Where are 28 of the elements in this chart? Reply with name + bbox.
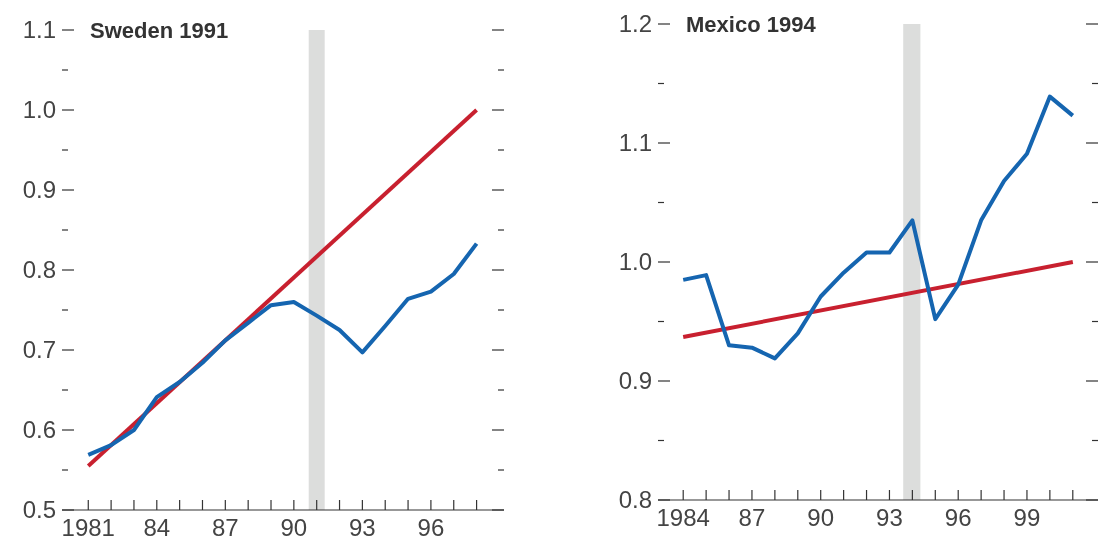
x-tick-label: 96 xyxy=(417,514,445,541)
y-tick-label: 1.2 xyxy=(618,10,652,38)
line-series xyxy=(86,241,479,457)
chart-title: Sweden 1991 xyxy=(90,17,229,43)
y-tick-label: 0.8 xyxy=(22,256,56,284)
x-tick-label: 99 xyxy=(1013,504,1041,531)
y-tick-label: 0.6 xyxy=(22,416,56,444)
x-tick-label: 90 xyxy=(280,514,308,541)
x-tick-label: 93 xyxy=(876,504,903,531)
x-tick-label: 1981 xyxy=(61,514,115,541)
x-tick-label: 90 xyxy=(807,504,835,531)
y-tick-label: 0.9 xyxy=(618,367,652,395)
y-tick-label: 1.0 xyxy=(618,248,652,276)
x-tick-label: 84 xyxy=(143,514,171,541)
x-tick-label: 96 xyxy=(944,504,972,531)
line-series xyxy=(681,94,1075,361)
y-tick-label: 1.0 xyxy=(22,96,56,124)
x-tick-label: 1984 xyxy=(656,504,710,531)
y-tick-label: 0.7 xyxy=(22,336,56,364)
y-tick-label: 0.5 xyxy=(22,496,56,524)
x-tick-label: 93 xyxy=(349,514,376,541)
chart-title: Mexico 1994 xyxy=(686,11,817,37)
y-tick-label: 0.9 xyxy=(22,176,56,204)
y-tick-label: 0.8 xyxy=(618,486,652,514)
x-tick-label: 87 xyxy=(211,514,239,541)
y-tick-label: 1.1 xyxy=(618,129,652,157)
x-tick-label: 87 xyxy=(738,504,766,531)
y-tick-label: 1.1 xyxy=(22,16,56,44)
